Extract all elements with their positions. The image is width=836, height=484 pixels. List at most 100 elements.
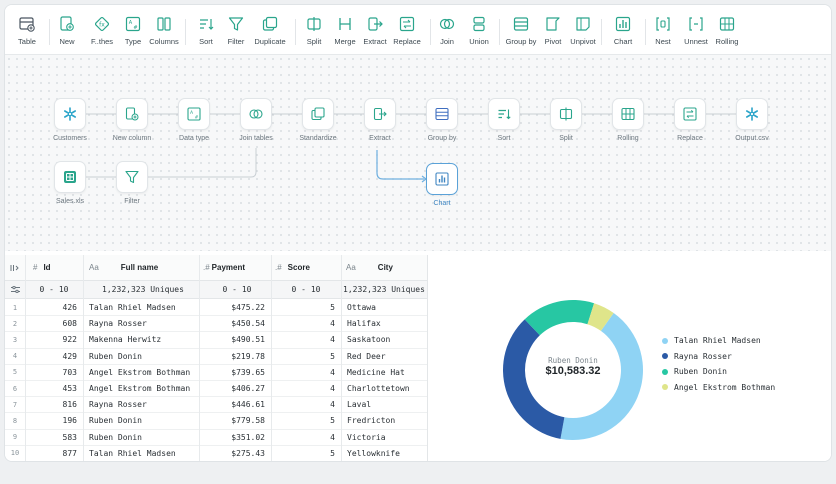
cell-id[interactable]: 922 bbox=[62, 335, 77, 345]
cell-id[interactable]: 703 bbox=[62, 367, 77, 377]
row-number[interactable]: 3 bbox=[12, 335, 18, 344]
cell-id[interactable]: 429 bbox=[62, 351, 77, 361]
table-row[interactable]: 10 877 Talan Rhiel Madsen $275.43 5 Yellowkni… bbox=[5, 446, 427, 461]
cell-city[interactable]: Charlottetown bbox=[347, 384, 410, 394]
cell-id[interactable]: 196 bbox=[62, 416, 77, 426]
cell-id[interactable]: 816 bbox=[62, 400, 77, 410]
node-sales-xls[interactable] bbox=[54, 161, 86, 193]
cell-score[interactable]: 5 bbox=[330, 351, 335, 361]
cell-full-name[interactable]: Makenna Herwitz bbox=[89, 335, 162, 345]
cell-score[interactable]: 4 bbox=[330, 400, 335, 410]
row-number[interactable]: 6 bbox=[12, 384, 18, 393]
cell-city[interactable]: Laval bbox=[347, 400, 372, 410]
cell-full-name[interactable]: Talan Rhiel Madsen bbox=[89, 448, 176, 458]
cell-full-name[interactable]: Angel Ekstrom Bothman bbox=[89, 384, 191, 394]
table-row[interactable]: 2 608 Rayna Rosser $450.54 4 Halifax bbox=[5, 316, 427, 333]
node-customers[interactable] bbox=[54, 98, 86, 130]
row-number[interactable]: 2 bbox=[12, 319, 18, 328]
node-data-type[interactable]: A # bbox=[178, 98, 210, 130]
cell-payment[interactable]: $446.61 bbox=[231, 400, 265, 410]
node-output-csv[interactable] bbox=[736, 98, 768, 130]
toolbar-sort-button[interactable]: Sort bbox=[184, 15, 228, 51]
cell-payment[interactable]: $779.58 bbox=[231, 416, 265, 426]
cell-id[interactable]: 877 bbox=[62, 448, 77, 458]
filter-toggle-icon[interactable] bbox=[5, 281, 25, 298]
cell-id[interactable]: 426 bbox=[62, 303, 77, 313]
table-row[interactable]: 7 816 Rayna Rosser $446.61 4 Laval bbox=[5, 397, 427, 414]
node-split[interactable] bbox=[550, 98, 582, 130]
toolbar-formula-button[interactable]: fx F..thes bbox=[80, 15, 124, 51]
table-row[interactable]: 6 453 Angel Ekstrom Bothman $406.27 4 Charlot… bbox=[5, 381, 427, 398]
donut-slice[interactable] bbox=[524, 300, 595, 336]
donut-slice[interactable] bbox=[587, 303, 614, 331]
node-rolling[interactable] bbox=[612, 98, 644, 130]
node-join-tables[interactable] bbox=[240, 98, 272, 130]
toolbar-type-button[interactable]: A # Type bbox=[111, 15, 155, 51]
toolbar-pivot-button[interactable]: Pivot bbox=[531, 15, 575, 51]
cell-full-name[interactable]: Ruben Donin bbox=[89, 432, 142, 442]
cell-id[interactable]: 453 bbox=[62, 384, 77, 394]
column-header-score[interactable]: .# Score bbox=[275, 255, 341, 280]
node-sort[interactable] bbox=[488, 98, 520, 130]
cell-full-name[interactable]: Angel Ekstrom Bothman bbox=[89, 367, 191, 377]
row-number[interactable]: 9 bbox=[12, 433, 18, 442]
node-extract[interactable] bbox=[364, 98, 396, 130]
cell-id[interactable]: 608 bbox=[62, 319, 77, 329]
cell-city[interactable]: Ottawa bbox=[347, 303, 376, 313]
column-header-payment[interactable]: .# Payment bbox=[203, 255, 273, 280]
cell-score[interactable]: 5 bbox=[330, 416, 335, 426]
row-number[interactable]: 4 bbox=[12, 352, 18, 361]
flow-canvas[interactable]: Customers New column A # Data type Join t… bbox=[5, 55, 831, 251]
cell-full-name[interactable]: Talan Rhiel Madsen bbox=[89, 303, 176, 313]
toolbar-table-button[interactable]: Table bbox=[5, 15, 49, 51]
cell-payment[interactable]: $475.22 bbox=[231, 303, 265, 313]
cell-payment[interactable]: $450.54 bbox=[231, 319, 265, 329]
cell-city[interactable]: Fredricton bbox=[347, 416, 396, 426]
row-number[interactable]: 8 bbox=[12, 416, 18, 425]
node-chart[interactable] bbox=[426, 163, 458, 195]
table-row[interactable]: 9 583 Ruben Donin $351.02 4 Victoria bbox=[5, 430, 427, 446]
cell-payment[interactable]: $739.65 bbox=[231, 367, 265, 377]
cell-full-name[interactable]: Rayna Rosser bbox=[89, 400, 147, 410]
column-header-full-name[interactable]: Aa Full name bbox=[89, 255, 199, 280]
legend-item[interactable]: Angel Ekstrom Bothman bbox=[662, 380, 775, 396]
row-number[interactable]: 10 bbox=[10, 449, 20, 458]
table-row[interactable]: 5 703 Angel Ekstrom Bothman $739.65 4 Medicin… bbox=[5, 365, 427, 381]
cell-payment[interactable]: $219.78 bbox=[231, 351, 265, 361]
cell-payment[interactable]: $275.43 bbox=[231, 448, 265, 458]
node-replace[interactable] bbox=[674, 98, 706, 130]
toolbar-union-button[interactable]: Union bbox=[457, 15, 501, 51]
toolbar-filter-button[interactable]: Filter bbox=[214, 15, 258, 51]
toolbar-merge-button[interactable]: Merge bbox=[323, 15, 367, 51]
toolbar-join-button[interactable]: Join bbox=[425, 15, 469, 51]
table-row[interactable]: 1 426 Talan Rhiel Madsen $475.22 5 Ottawa bbox=[5, 300, 427, 317]
cell-city[interactable]: Medicine Hat bbox=[347, 367, 405, 377]
toolbar-new-button[interactable]: New bbox=[45, 15, 89, 51]
cell-score[interactable]: 4 bbox=[330, 319, 335, 329]
cell-score[interactable]: 4 bbox=[330, 384, 335, 394]
toolbar-nest-button[interactable]: Nest bbox=[641, 15, 685, 51]
table-row[interactable]: 3 922 Makenna Herwitz $490.51 4 Saskatoon bbox=[5, 332, 427, 349]
cell-full-name[interactable]: Ruben Donin bbox=[89, 351, 142, 361]
toolbar-unpivot-button[interactable]: Unpivot bbox=[561, 15, 605, 51]
table-row[interactable]: 4 429 Ruben Donin $219.78 5 Red Deer bbox=[5, 349, 427, 365]
donut-slice[interactable] bbox=[503, 319, 565, 439]
node-standardize[interactable] bbox=[302, 98, 334, 130]
toolbar-columns-button[interactable]: Columns bbox=[142, 15, 186, 51]
cell-full-name[interactable]: Ruben Donin bbox=[89, 416, 142, 426]
donut-slice[interactable] bbox=[560, 313, 643, 440]
toolbar-chart-button[interactable]: Chart bbox=[601, 15, 645, 51]
legend-item[interactable]: Ruben Donin bbox=[662, 364, 775, 380]
cell-score[interactable]: 4 bbox=[330, 335, 335, 345]
column-menu-icon[interactable] bbox=[5, 255, 25, 280]
row-number[interactable]: 5 bbox=[12, 368, 18, 377]
cell-city[interactable]: Victoria bbox=[347, 432, 386, 442]
toolbar-duplicate-button[interactable]: Duplicate bbox=[248, 15, 292, 51]
cell-city[interactable]: Red Deer bbox=[347, 351, 386, 361]
toolbar-split-button[interactable]: Split bbox=[292, 15, 336, 51]
toolbar-rolling-button[interactable]: Rolling bbox=[705, 15, 749, 51]
row-number[interactable]: 7 bbox=[12, 400, 18, 409]
cell-payment[interactable]: $351.02 bbox=[231, 432, 265, 442]
table-row[interactable]: 8 196 Ruben Donin $779.58 5 Fredricton bbox=[5, 413, 427, 430]
cell-city[interactable]: Yellowknife bbox=[347, 448, 400, 458]
